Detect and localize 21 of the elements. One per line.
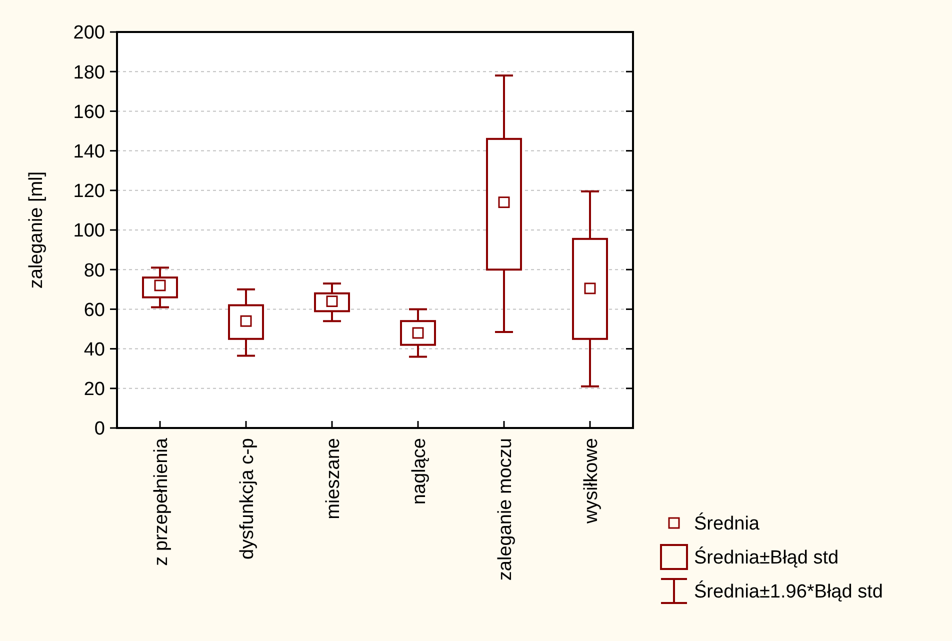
- x-tick-label: z przepełnienia: [151, 438, 172, 566]
- y-axis-title: zaleganie [ml]: [26, 171, 47, 289]
- y-tick-label: 20: [84, 379, 105, 400]
- x-tick-label: dysfunkcja c-p: [237, 438, 258, 560]
- text: Średnia: [694, 512, 760, 535]
- y-tick-label: 0: [94, 418, 105, 440]
- text: Średnia±Błąd std: [694, 546, 839, 569]
- x-tick-label: wysiłkowe: [581, 438, 602, 525]
- y-tick-label: 40: [84, 339, 105, 360]
- x-tick-label: naglące: [409, 438, 430, 505]
- y-tick-label: 60: [84, 300, 105, 321]
- y-tick-label: 140: [73, 141, 105, 162]
- x-tick-label: mieszane: [323, 438, 344, 520]
- x-tick-label: zaleganie moczu: [495, 438, 516, 581]
- y-tick-label: 160: [73, 102, 105, 123]
- y-tick-label: 80: [84, 260, 105, 282]
- y-tick-label: 180: [73, 62, 105, 84]
- text: Średnia±1.96*Błąd std: [694, 580, 883, 603]
- y-tick-label: 200: [73, 22, 105, 44]
- y-tick-label: 100: [73, 220, 105, 242]
- y-tick-label: 120: [73, 181, 105, 202]
